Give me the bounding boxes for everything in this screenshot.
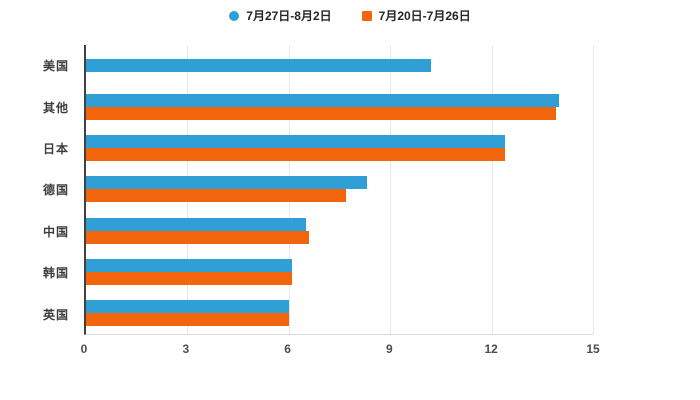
bar-row — [86, 251, 593, 292]
bar — [86, 59, 431, 73]
bar — [86, 176, 367, 190]
bar — [86, 148, 506, 162]
bar-row — [86, 128, 593, 169]
bar-rows — [86, 45, 593, 334]
y-axis-label: 日本 — [42, 142, 69, 157]
gridline — [390, 45, 392, 334]
y-axis-label: 德国 — [42, 183, 69, 198]
x-axis-tick-label: 0 — [80, 342, 88, 356]
bar — [86, 189, 347, 203]
y-axis-label: 中国 — [42, 224, 69, 239]
bar-row — [86, 293, 593, 334]
y-axis-label: 韩国 — [42, 266, 69, 281]
y-axis-label: 其他 — [42, 100, 69, 115]
bar — [86, 313, 289, 327]
x-axis-labels: 0 3 6 9 12 15 — [80, 342, 600, 358]
bar-row — [86, 45, 593, 86]
bar-row — [86, 169, 593, 210]
bar — [86, 217, 306, 231]
legend-label-week2: 7月27日-8月2日 — [246, 9, 332, 23]
y-axis-label: 英国 — [42, 307, 69, 322]
chart-legend: 7月27日-8月2日 7月20日-7月26日 — [0, 7, 700, 24]
bar — [86, 272, 293, 286]
gridline — [593, 45, 594, 334]
x-axis-tick-label: 6 — [284, 342, 291, 356]
bar — [86, 93, 560, 107]
bar — [86, 106, 556, 120]
gridline — [491, 45, 493, 334]
legend-marker-orange-icon — [361, 10, 372, 21]
legend-item-week1[interactable]: 7月20日-7月26日 — [361, 7, 471, 24]
legend-marker-blue-icon — [229, 10, 240, 21]
bar — [86, 259, 293, 273]
bar-row — [86, 210, 593, 251]
legend-label-week1: 7月20日-7月26日 — [378, 9, 471, 23]
legend-item-week2[interactable]: 7月27日-8月2日 — [229, 7, 332, 24]
plot-area — [84, 45, 594, 335]
bar-row — [86, 86, 593, 127]
bar — [86, 230, 310, 244]
bar — [86, 135, 506, 149]
x-axis-tick-label: 15 — [586, 342, 600, 356]
bar — [86, 300, 289, 314]
x-axis-tick-label: 9 — [386, 342, 393, 356]
x-axis-tick-label: 3 — [182, 342, 190, 356]
y-axis-label: 美国 — [42, 59, 69, 74]
y-axis-labels: 美国其他日本德国中国韩国英国 — [0, 45, 78, 335]
x-axis-tick-label: 12 — [484, 342, 498, 356]
